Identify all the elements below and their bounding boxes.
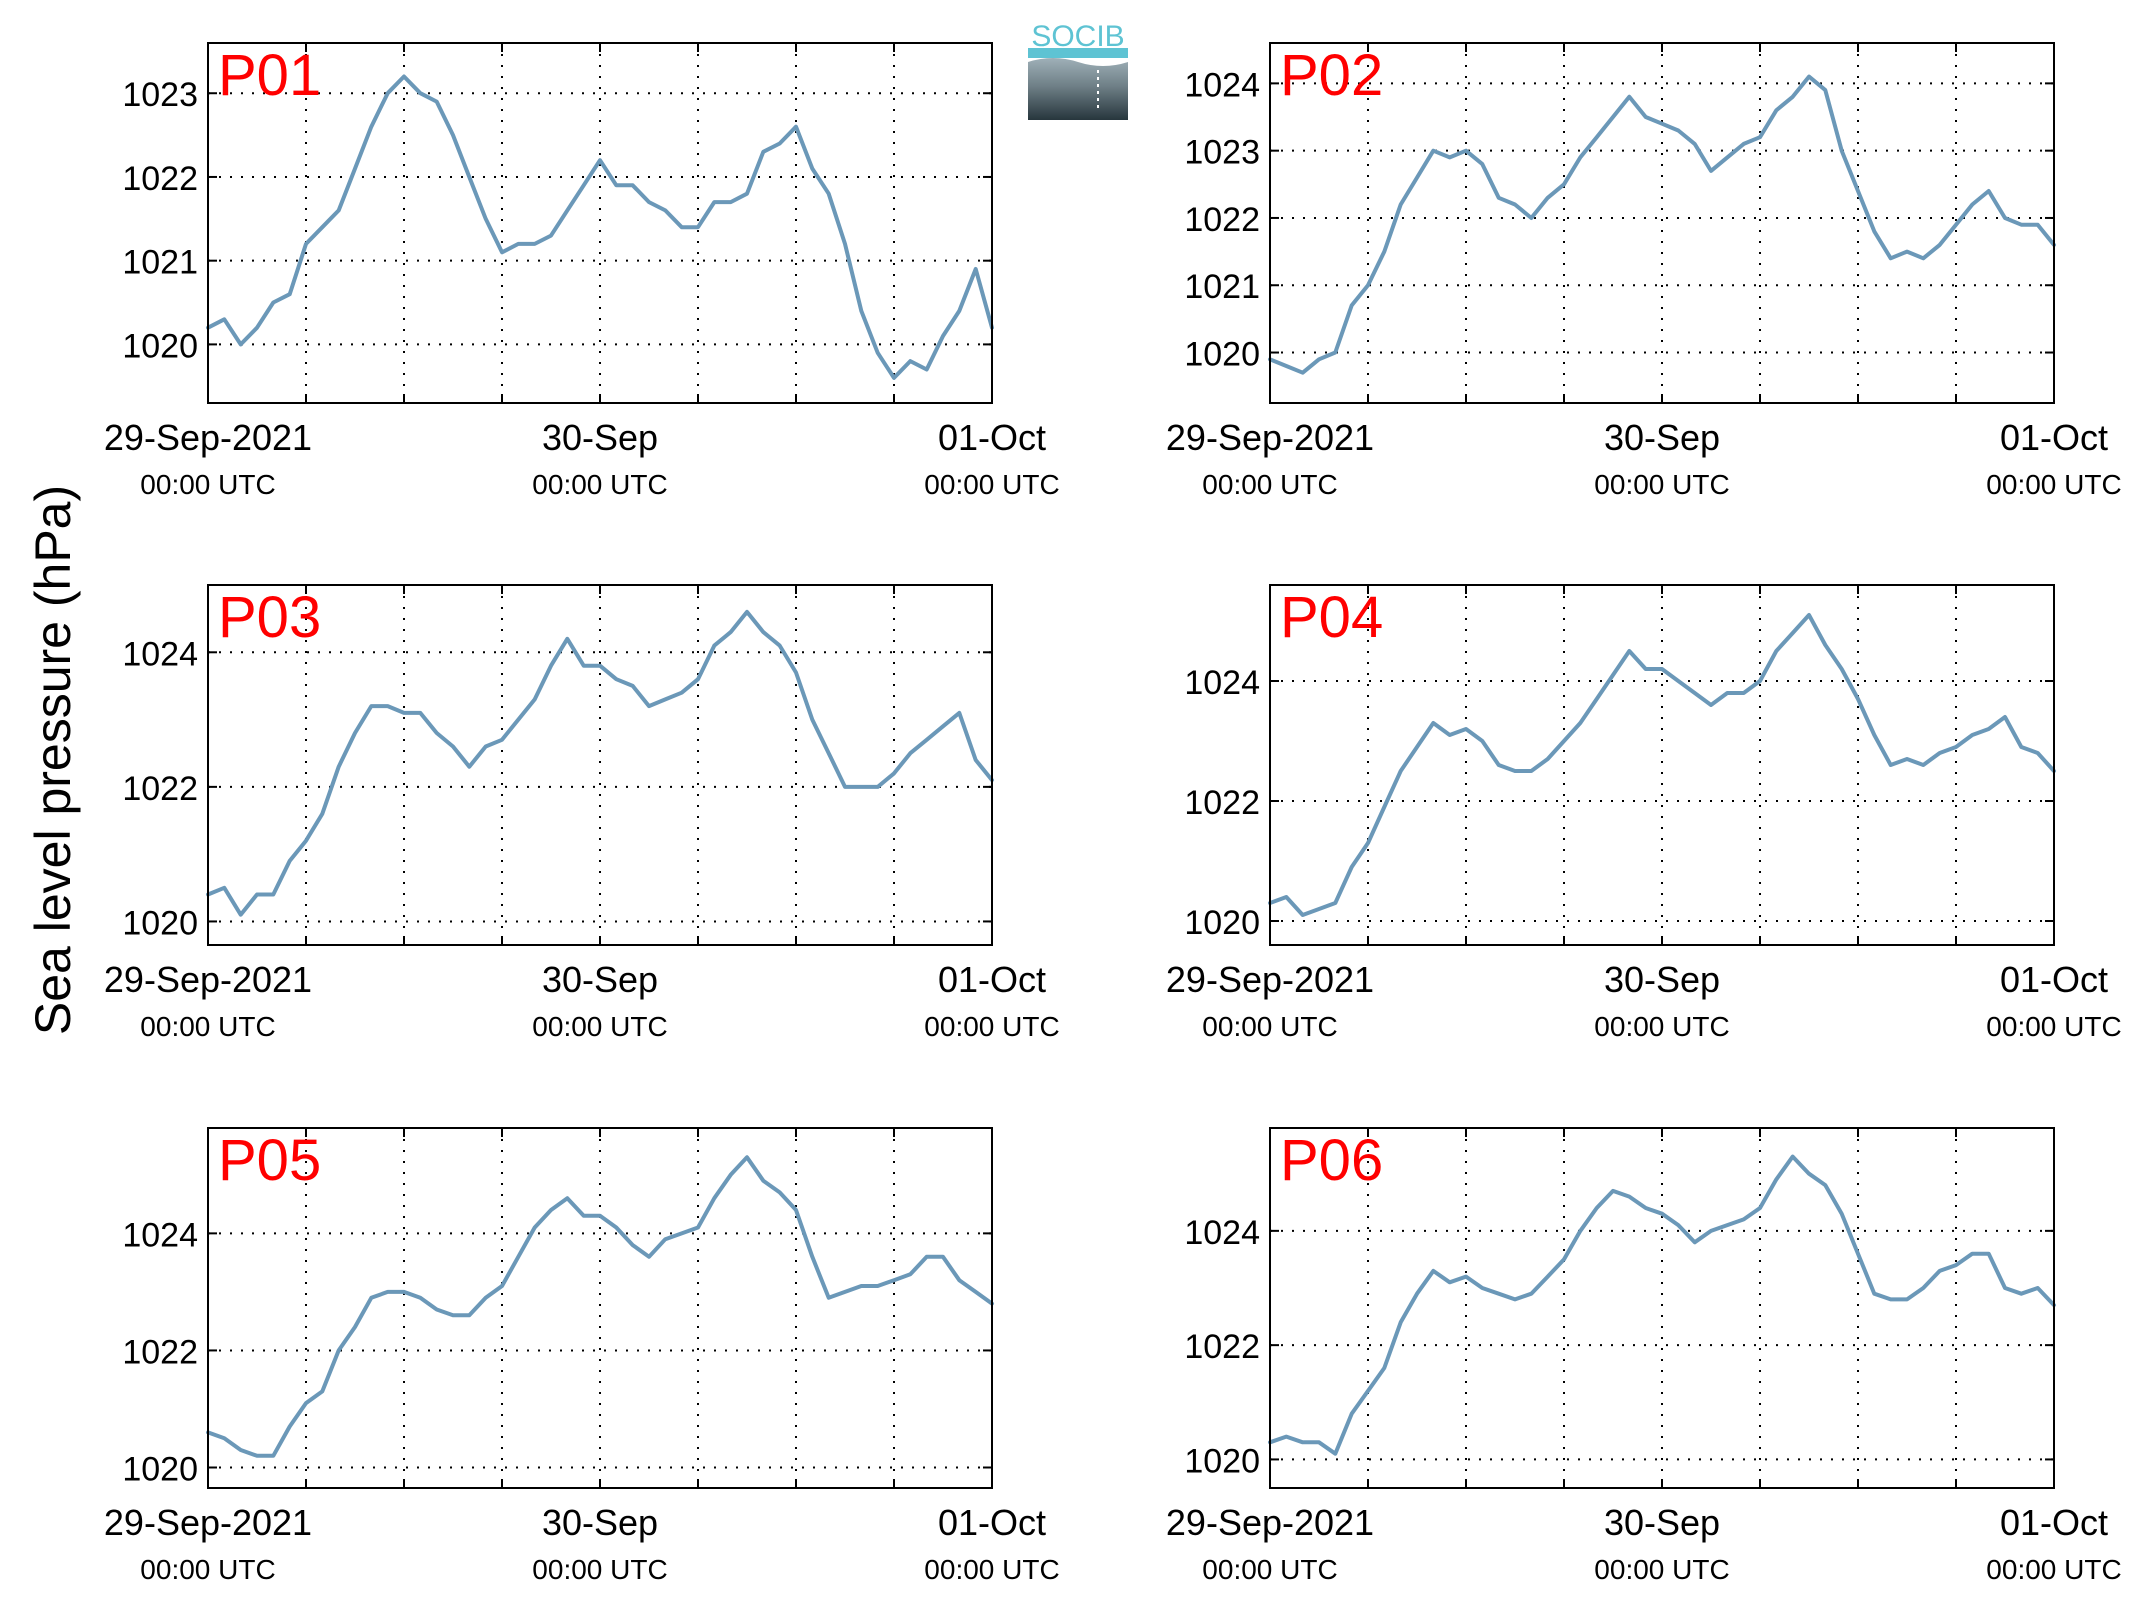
station-label: P05 xyxy=(218,1128,321,1193)
x-tick-label-date: 01-Oct xyxy=(2000,1502,2108,1543)
x-tick-label-date: 01-Oct xyxy=(938,959,1046,1000)
panel-p05: 1020 1022 1024 P05 29-Sep-2021 00:00 UTC 30-Se… xyxy=(104,1127,1060,1585)
series-line-p03 xyxy=(206,609,994,917)
y-tick-label: 1022 xyxy=(122,160,198,198)
y-tick-label: 1022 xyxy=(122,1333,198,1371)
y-tick-label: 1020 xyxy=(122,1451,198,1489)
y-tick-label: 1020 xyxy=(122,327,198,365)
series-line-p04 xyxy=(1268,613,2056,917)
x-tick-label-date: 29-Sep-2021 xyxy=(104,1502,312,1543)
x-tick-label-time: 00:00 UTC xyxy=(1202,469,1337,500)
x-tick-label-date: 01-Oct xyxy=(938,417,1046,458)
y-tick-label: 1021 xyxy=(122,244,198,282)
panel-p03: 1020 1022 1024 P03 29-Sep-2021 00:00 UTC 30-Se… xyxy=(104,584,1060,1042)
panels: 1020 1021 1022 1023 P01 29-Sep-2021 00:00 UTC 3… xyxy=(104,42,2122,1585)
x-tick-label-date: 29-Sep-2021 xyxy=(1166,417,1374,458)
y-tick-label: 1020 xyxy=(1184,336,1260,374)
y-tick-label: 1022 xyxy=(122,770,198,808)
y-tick-label: 1024 xyxy=(122,1216,198,1254)
x-tick-label-time: 00:00 UTC xyxy=(140,1554,275,1585)
x-tick-label-time: 00:00 UTC xyxy=(924,1011,1059,1042)
x-tick-label-time: 00:00 UTC xyxy=(532,1011,667,1042)
x-tick-label-time: 00:00 UTC xyxy=(1986,1011,2121,1042)
y-tick-label: 1024 xyxy=(1184,66,1260,104)
socib-logo: SOCIB xyxy=(1028,20,1128,120)
x-tick-label-time: 00:00 UTC xyxy=(532,469,667,500)
station-label: P03 xyxy=(218,585,321,650)
x-tick-label-time: 00:00 UTC xyxy=(1202,1554,1337,1585)
x-tick-label-date: 29-Sep-2021 xyxy=(104,959,312,1000)
panel-p01: 1020 1021 1022 1023 P01 29-Sep-2021 00:00 UTC 3… xyxy=(104,42,1060,500)
panel-p06: 1020 1022 1024 P06 29-Sep-2021 00:00 UTC 30-Se… xyxy=(1166,1127,2122,1585)
plot-frame xyxy=(1269,584,2055,946)
x-tick-label-time: 00:00 UTC xyxy=(1594,469,1729,500)
station-label: P04 xyxy=(1280,585,1383,650)
y-tick-label: 1022 xyxy=(1184,1328,1260,1366)
y-tick-label: 1024 xyxy=(1184,664,1260,702)
station-label: P01 xyxy=(218,43,321,108)
x-tick-label-time: 00:00 UTC xyxy=(1594,1554,1729,1585)
x-tick-label-time: 00:00 UTC xyxy=(1986,1554,2121,1585)
logo-wave xyxy=(1028,58,1128,120)
x-tick-label-date: 29-Sep-2021 xyxy=(1166,1502,1374,1543)
y-tick-label: 1020 xyxy=(1184,904,1260,942)
x-tick-label-time: 00:00 UTC xyxy=(924,1554,1059,1585)
series-line-p06 xyxy=(1268,1154,2056,1456)
y-tick-label: 1024 xyxy=(122,635,198,673)
plot-frame xyxy=(207,584,993,946)
plot-frame xyxy=(1269,42,2055,404)
x-tick-label-time: 00:00 UTC xyxy=(1202,1011,1337,1042)
global-y-axis-label: Sea level pressure (hPa) xyxy=(25,485,81,1035)
panel-p02: 1020 1021 1022 1023 1024 P02 29-Sep-2021 00:00 … xyxy=(1166,42,2122,500)
x-tick-label-time: 00:00 UTC xyxy=(1986,469,2121,500)
y-tick-label: 1020 xyxy=(1184,1442,1260,1480)
x-tick-label-date: 01-Oct xyxy=(938,1502,1046,1543)
y-tick-label: 1022 xyxy=(1184,784,1260,822)
station-label: P02 xyxy=(1280,43,1383,108)
x-tick-label-time: 00:00 UTC xyxy=(532,1554,667,1585)
panel-p04: 1020 1022 1024 P04 29-Sep-2021 00:00 UTC 30-Se… xyxy=(1166,584,2122,1042)
logo-text: SOCIB xyxy=(1031,20,1124,53)
plot-frame xyxy=(207,42,993,404)
y-tick-label: 1024 xyxy=(1184,1214,1260,1252)
plot-frame xyxy=(207,1127,993,1489)
x-tick-label-time: 00:00 UTC xyxy=(924,469,1059,500)
series-line-p01 xyxy=(206,74,994,380)
station-label: P06 xyxy=(1280,1128,1383,1193)
y-tick-label: 1021 xyxy=(1184,268,1260,306)
x-tick-label-time: 00:00 UTC xyxy=(1594,1011,1729,1042)
series-line-p02 xyxy=(1268,74,2056,375)
plot-frame xyxy=(1269,1127,2055,1489)
x-tick-label-date: 30-Sep xyxy=(542,417,658,458)
x-tick-label-time: 00:00 UTC xyxy=(140,469,275,500)
x-tick-label-date: 30-Sep xyxy=(1604,417,1720,458)
x-tick-label-date: 30-Sep xyxy=(542,1502,658,1543)
y-tick-label: 1020 xyxy=(122,904,198,942)
y-tick-label: 1023 xyxy=(122,76,198,114)
x-tick-label-date: 29-Sep-2021 xyxy=(1166,959,1374,1000)
x-tick-label-date: 01-Oct xyxy=(2000,417,2108,458)
y-tick-label: 1022 xyxy=(1184,201,1260,239)
x-tick-label-date: 01-Oct xyxy=(2000,959,2108,1000)
x-tick-label-date: 29-Sep-2021 xyxy=(104,417,312,458)
x-tick-label-date: 30-Sep xyxy=(1604,1502,1720,1543)
y-tick-label: 1023 xyxy=(1184,134,1260,172)
x-tick-label-date: 30-Sep xyxy=(1604,959,1720,1000)
x-tick-label-time: 00:00 UTC xyxy=(140,1011,275,1042)
logo-bar-top xyxy=(1028,48,1128,58)
series-line-p05 xyxy=(206,1155,994,1458)
x-tick-label-date: 30-Sep xyxy=(542,959,658,1000)
